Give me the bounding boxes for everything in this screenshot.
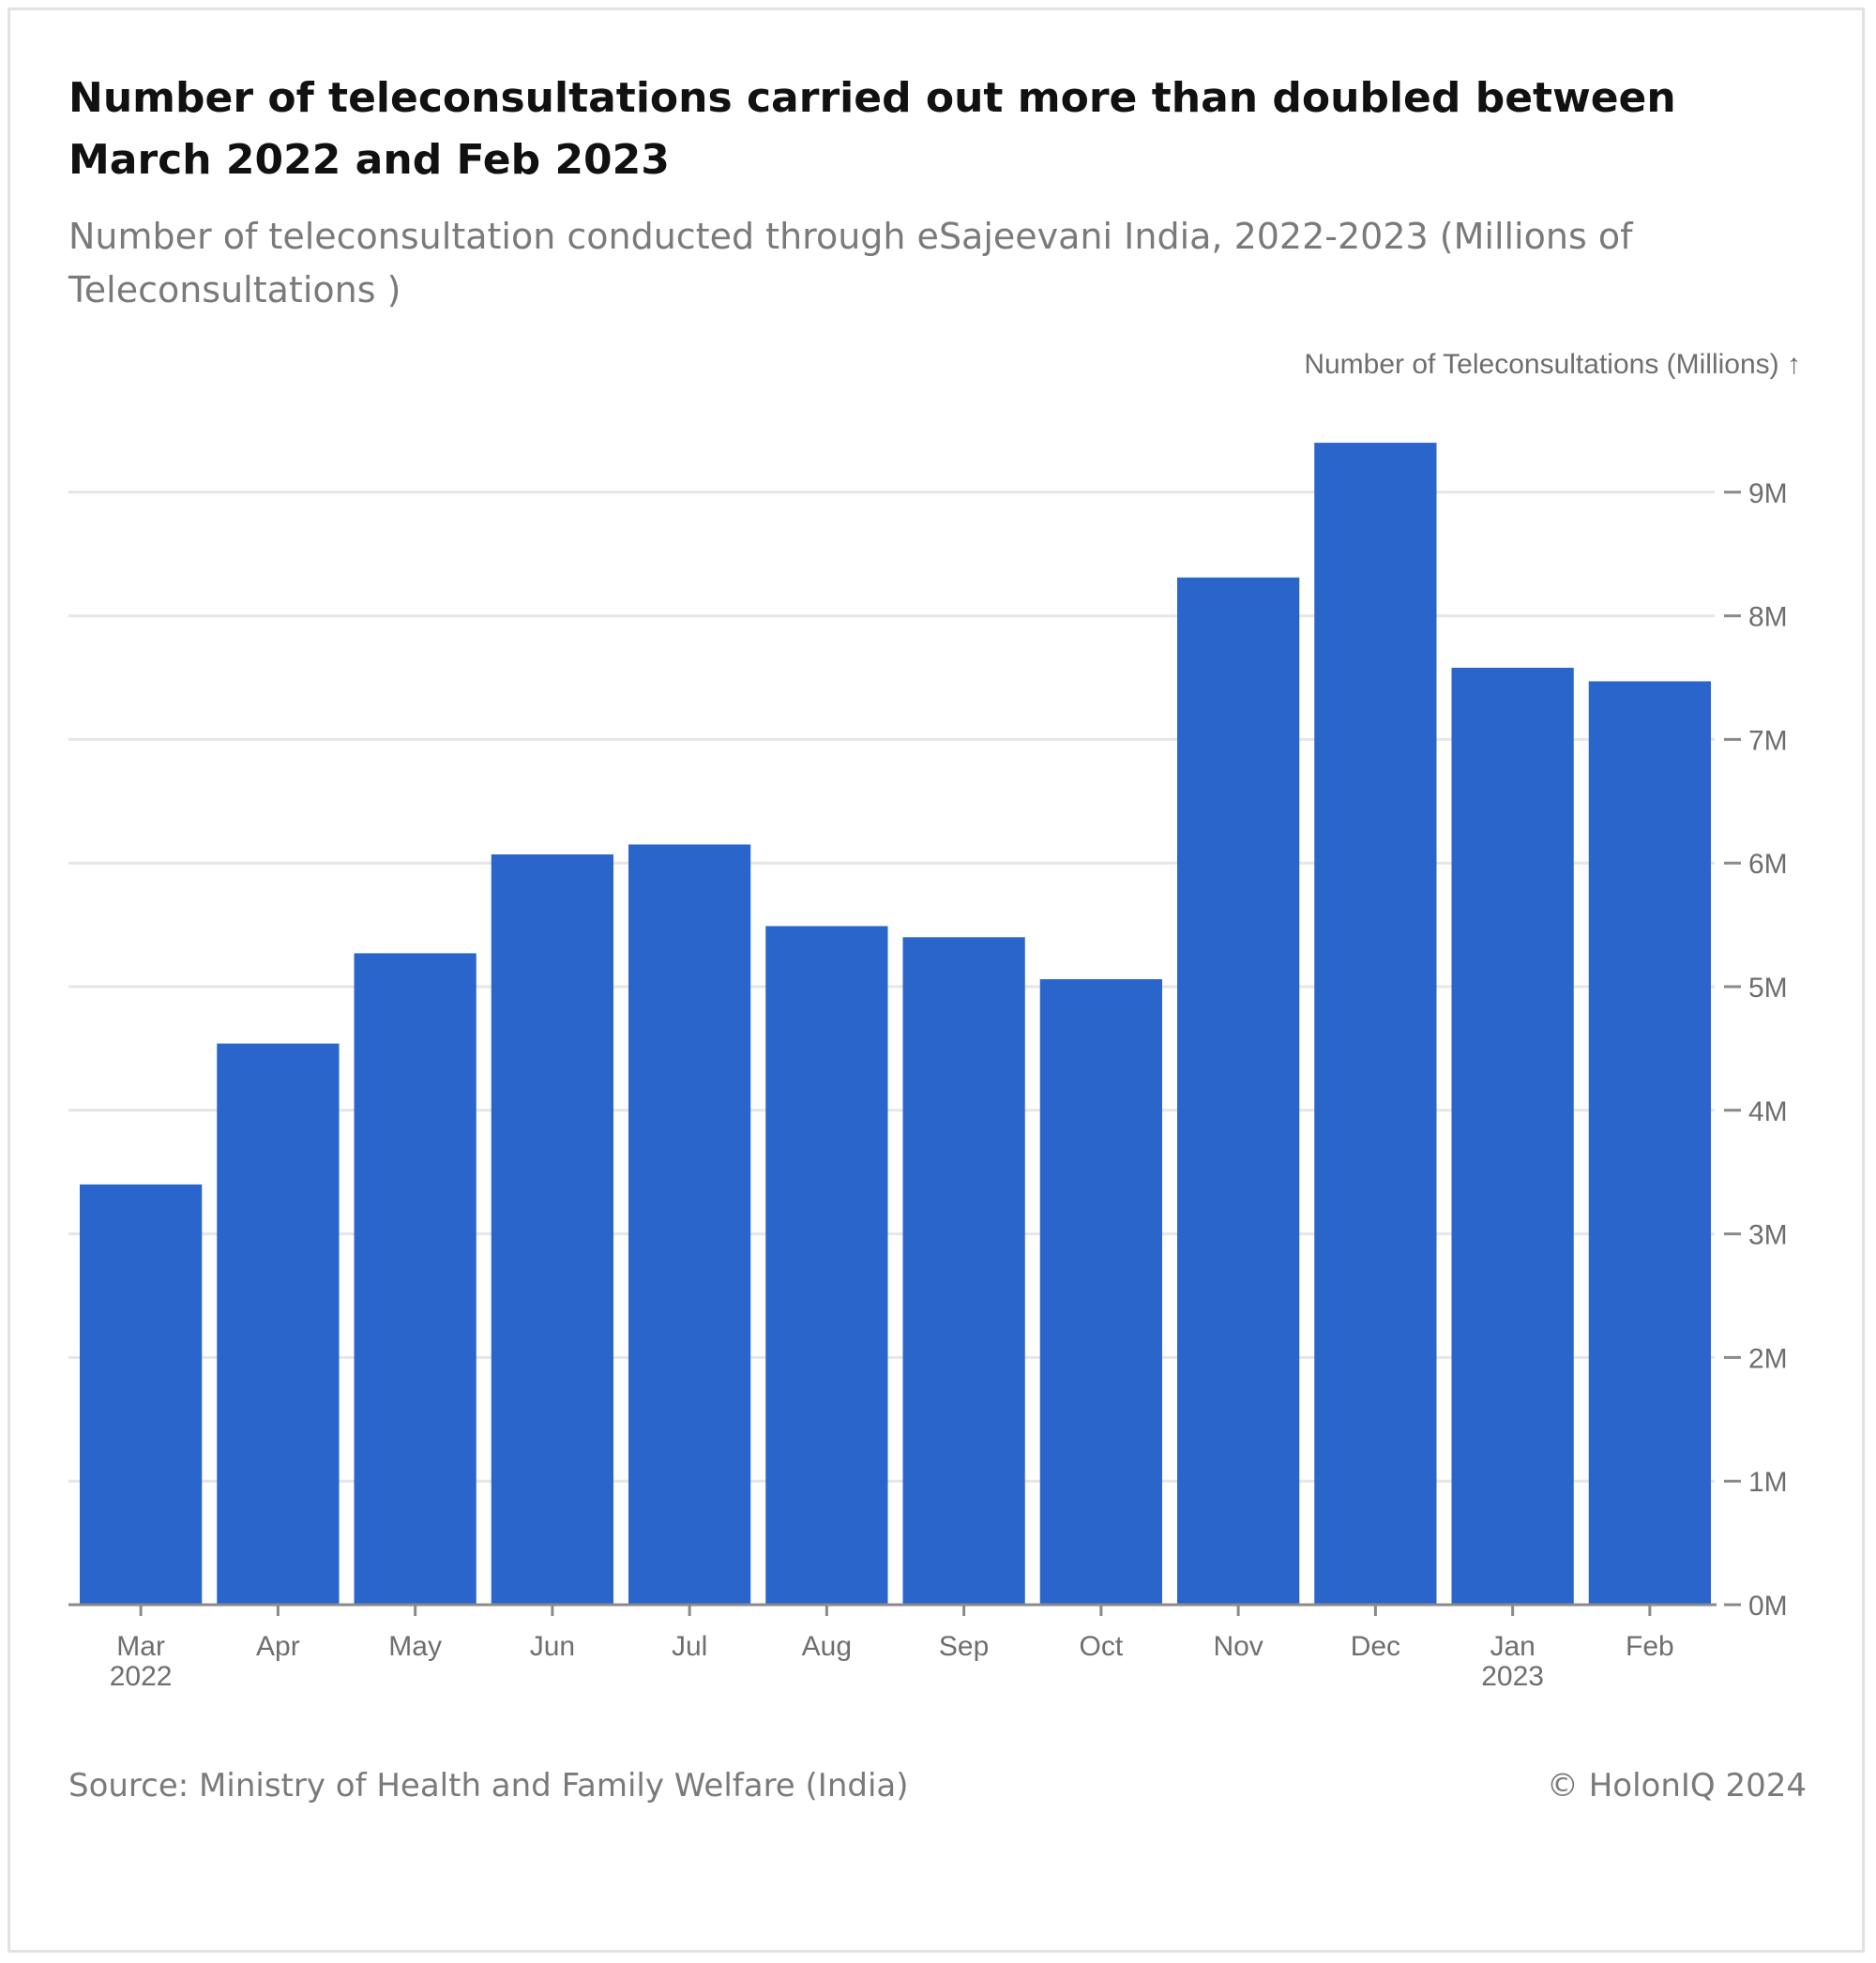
bar-mar (80, 1184, 203, 1605)
y-tick-label: 3M (1748, 1220, 1788, 1251)
y-tick-label: 9M (1748, 478, 1788, 509)
copyright-credit: © HolonIQ 2024 (1546, 1767, 1807, 1804)
y-tick-label: 5M (1748, 973, 1788, 1004)
y-tick-label: 6M (1748, 849, 1788, 880)
bar-oct (1039, 979, 1162, 1605)
x-tick-year-label: 2022 (110, 1661, 173, 1692)
y-tick-label: 2M (1748, 1343, 1788, 1374)
bars (80, 443, 1711, 1606)
x-tick-label: Mar (116, 1631, 165, 1662)
x-tick-label: May (388, 1631, 442, 1662)
gridlines (68, 491, 1715, 1483)
bar-feb (1588, 681, 1711, 1605)
x-tick-label: Dec (1351, 1631, 1400, 1662)
chart-title: Number of teleconsultations carried out … (68, 74, 1676, 184)
bar-aug (765, 926, 888, 1605)
source-note: Source: Ministry of Health and Family We… (68, 1767, 909, 1804)
x-tick-label: Jun (530, 1631, 575, 1662)
x-tick-label: Jul (672, 1631, 707, 1662)
bar-jan (1451, 667, 1574, 1605)
y-tick-label: 7M (1748, 725, 1788, 756)
x-tick-label: Aug (802, 1631, 852, 1662)
x-tick-label: Apr (256, 1631, 300, 1662)
x-tick-label: Nov (1213, 1631, 1263, 1662)
bar-sep (902, 937, 1025, 1605)
x-tick-label: Feb (1626, 1631, 1674, 1662)
y-tick-label: 0M (1748, 1591, 1788, 1622)
x-tick-year-label: 2023 (1481, 1661, 1544, 1692)
y-axis-title: Number of Teleconsultations (Millions) ↑ (1304, 349, 1801, 380)
bar-apr (217, 1043, 340, 1605)
bar-may (354, 953, 477, 1605)
y-tick-label: 1M (1748, 1467, 1788, 1498)
x-tick-label: Oct (1080, 1631, 1124, 1662)
x-tick-label: Sep (939, 1631, 989, 1662)
chart-subtitle: Number of teleconsultation conducted thr… (68, 216, 1633, 310)
bar-nov (1177, 577, 1300, 1606)
x-tick-label: Jan (1490, 1631, 1535, 1662)
bar-dec (1314, 443, 1437, 1606)
y-tick-label: 8M (1748, 602, 1788, 633)
bar-jun (491, 853, 613, 1605)
y-tick-label: 4M (1748, 1096, 1788, 1127)
bar-jul (628, 844, 751, 1605)
